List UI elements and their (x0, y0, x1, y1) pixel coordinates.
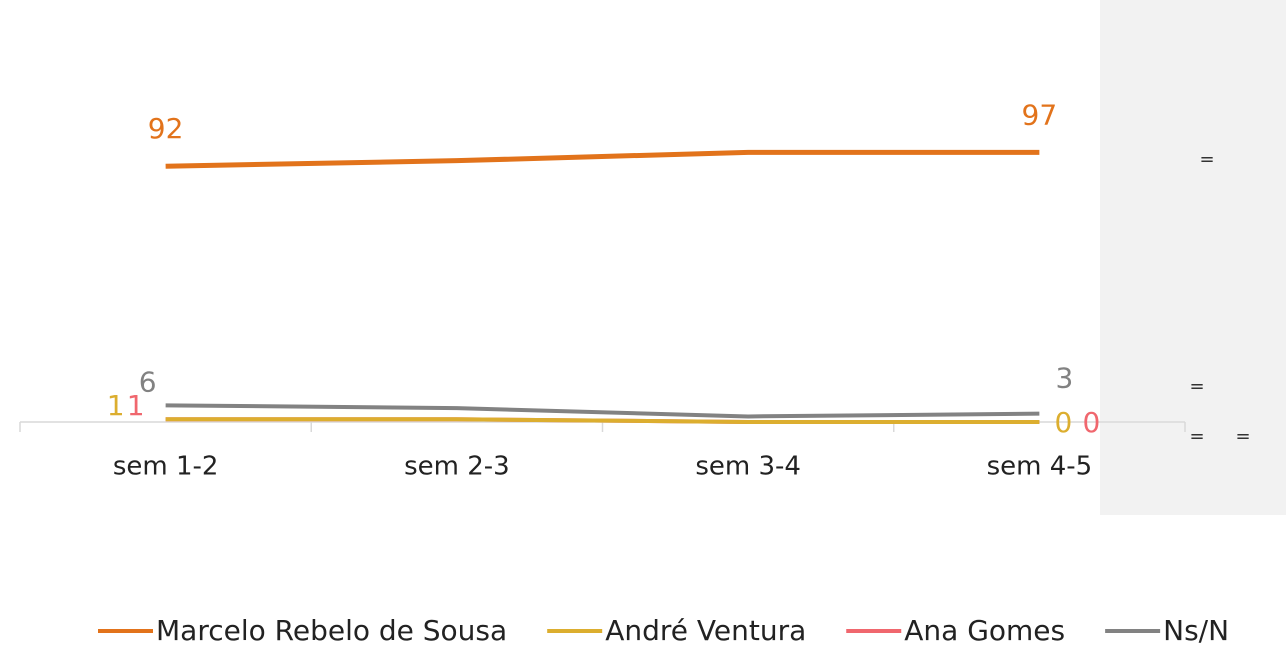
data-label: 1 (127, 389, 145, 422)
data-label: 1 (107, 389, 125, 422)
data-label: 92 (148, 112, 184, 145)
annotation: = (1199, 149, 1214, 170)
legend-label: Marcelo Rebelo de Sousa (156, 614, 507, 647)
data-label: 0 (1082, 406, 1100, 439)
series-line (165, 403, 1040, 419)
annotation: = (1189, 426, 1204, 447)
side-panel (1100, 0, 1286, 515)
x-tick-label: sem 4-5 (987, 452, 1093, 482)
annotation: = (1189, 376, 1204, 397)
legend-label: Ana Gomes (904, 614, 1065, 647)
legend-label: Ns/N (1163, 614, 1229, 647)
data-label: 6 (139, 365, 157, 398)
x-tick-label: sem 3-4 (695, 452, 801, 482)
annotation: = (1235, 426, 1250, 447)
data-label: 97 (1022, 98, 1058, 131)
series-line (165, 417, 1040, 424)
data-label: 0 (1054, 406, 1072, 439)
series-line (165, 149, 1040, 169)
legend-label: André Ventura (605, 614, 806, 647)
data-label: 3 (1055, 362, 1073, 395)
x-tick-label: sem 1-2 (113, 452, 219, 482)
x-tick-label: sem 2-3 (404, 452, 510, 482)
